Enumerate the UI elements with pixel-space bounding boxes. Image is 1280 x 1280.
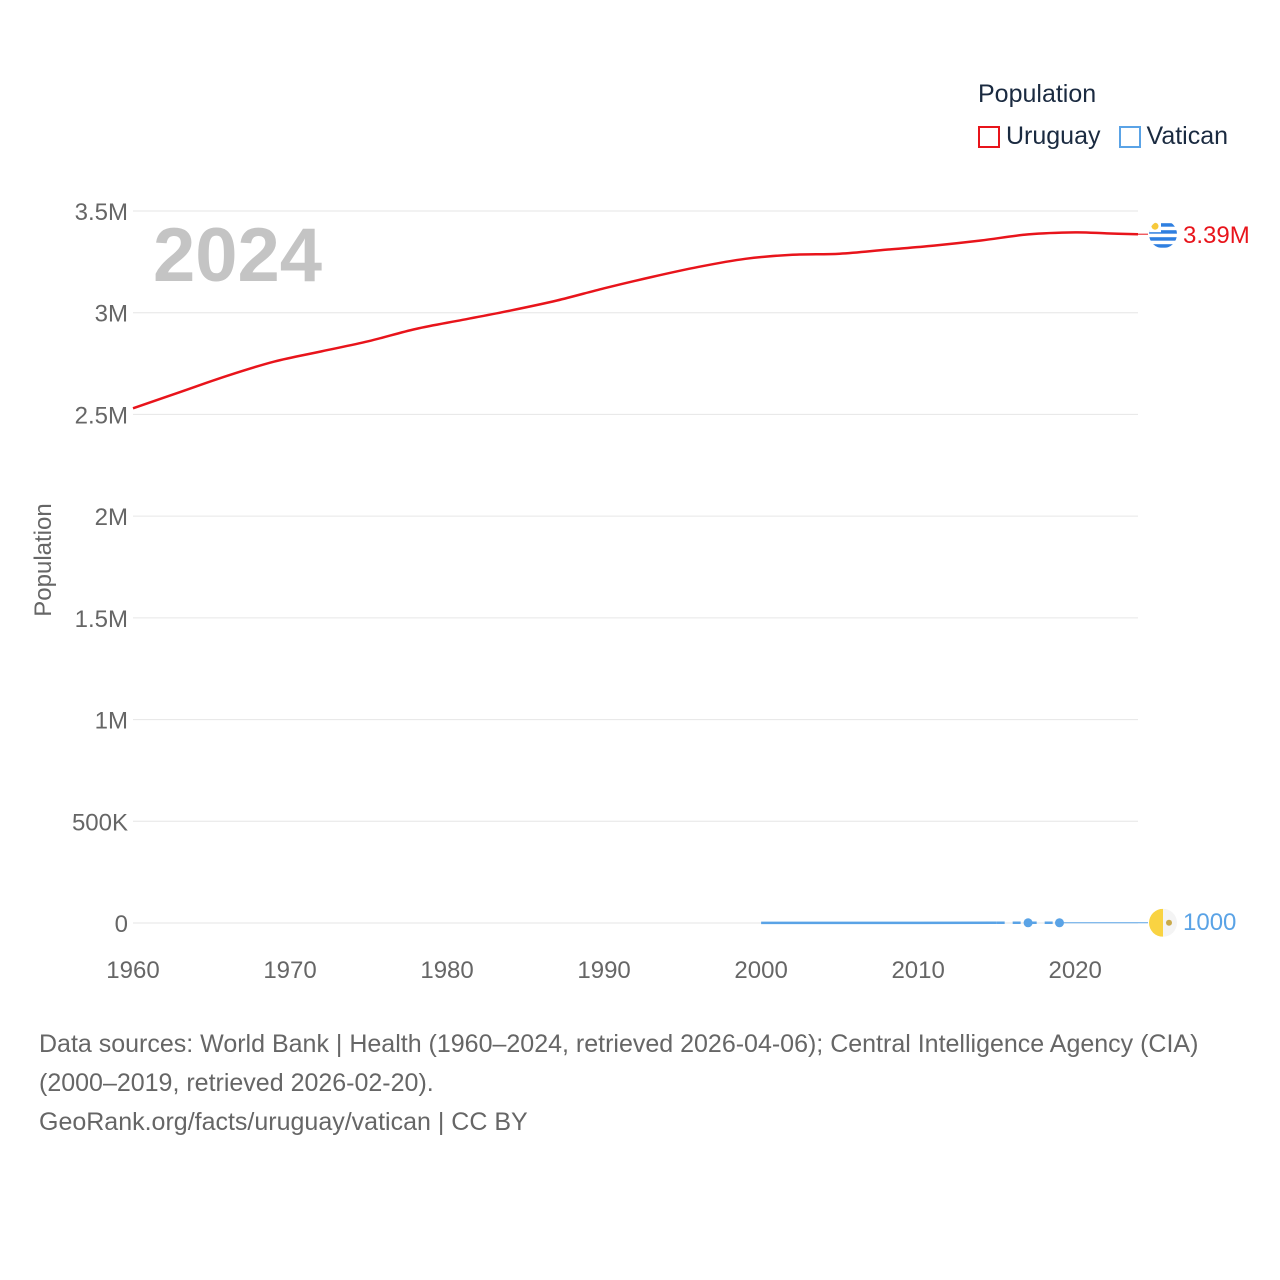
point-vatican-2019 bbox=[1054, 918, 1064, 928]
y-tick-label: 3.5M bbox=[75, 199, 128, 226]
x-tick-label: 1990 bbox=[577, 957, 630, 984]
grid-lines bbox=[133, 210, 1138, 924]
vatican-flag-icon bbox=[1149, 908, 1177, 937]
point-vatican-2017 bbox=[1023, 918, 1033, 928]
series-group bbox=[132, 231, 1148, 928]
legend-item-uruguay[interactable]: Uruguay bbox=[978, 122, 1101, 151]
year-watermark: 2024 bbox=[153, 213, 322, 298]
end-label-vatican: 1000 bbox=[1183, 909, 1236, 936]
y-tick-label: 2.5M bbox=[75, 402, 128, 429]
y-tick-label: 500K bbox=[72, 809, 128, 836]
y-tick-label: 3M bbox=[95, 301, 128, 328]
legend-label-vatican: Vatican bbox=[1146, 122, 1229, 150]
x-tick-label: 2010 bbox=[891, 957, 944, 984]
end-label-uruguay: 3.39M bbox=[1183, 222, 1250, 249]
legend-item-vatican[interactable]: Vatican bbox=[1118, 122, 1229, 151]
legend-swatch-uruguay bbox=[978, 125, 1000, 148]
y-axis-label: Population bbox=[30, 503, 57, 616]
x-tick-label: 2020 bbox=[1048, 957, 1101, 984]
y-tick-label: 1M bbox=[95, 708, 128, 735]
series-line-uruguay bbox=[132, 231, 1139, 410]
data-sources: Data sources: World Bank | Health (1960–… bbox=[39, 1030, 1199, 1097]
credit-link[interactable]: GeoRank.org/facts/uruguay/vatican | CC B… bbox=[39, 1108, 528, 1136]
legend: Uruguay Vatican bbox=[978, 122, 1246, 151]
end-labels: 3.39M 1000 bbox=[1149, 220, 1250, 937]
x-tick-label: 1960 bbox=[106, 957, 159, 984]
y-axis: 0 500K 1M 1.5M 2M 2.5M 3M 3.5M bbox=[72, 199, 128, 938]
uruguay-flag-icon bbox=[1149, 220, 1177, 249]
x-tick-label: 1970 bbox=[263, 957, 316, 984]
footer: Data sources: World Bank | Health (1960–… bbox=[39, 1025, 1254, 1142]
legend-label-uruguay: Uruguay bbox=[1006, 122, 1101, 150]
legend-title: Population bbox=[978, 80, 1097, 108]
x-tick-label: 2000 bbox=[734, 957, 787, 984]
legend-swatch-vatican bbox=[1118, 125, 1141, 148]
x-tick-label: 1980 bbox=[420, 957, 473, 984]
y-tick-label: 0 bbox=[115, 911, 128, 938]
y-tick-label: 1.5M bbox=[75, 606, 128, 633]
x-axis: 1960 1970 1980 1990 2000 2010 2020 bbox=[106, 957, 1102, 984]
y-tick-label: 2M bbox=[95, 504, 128, 531]
